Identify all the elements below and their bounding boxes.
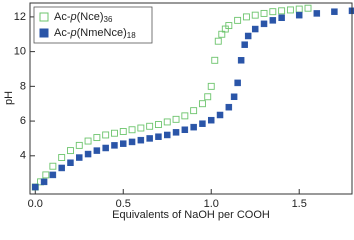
plot-markers bbox=[31, 4, 354, 191]
x-tick-label: 0.5 bbox=[116, 198, 131, 210]
data-point bbox=[111, 142, 118, 149]
data-point bbox=[111, 129, 118, 137]
data-point bbox=[269, 8, 277, 16]
data-point bbox=[313, 10, 321, 17]
x-tick-label: 1.5 bbox=[292, 198, 307, 210]
legend-box bbox=[33, 6, 153, 44]
x-axis-label: Equivalents of NaOH per COOH bbox=[112, 209, 270, 221]
data-point bbox=[137, 124, 145, 132]
data-point bbox=[154, 121, 162, 128]
y-tick-label: 4 bbox=[20, 150, 26, 162]
data-point bbox=[278, 14, 285, 22]
data-point bbox=[120, 140, 127, 147]
data-point bbox=[75, 141, 83, 149]
data-point bbox=[146, 135, 153, 142]
data-point bbox=[221, 25, 229, 33]
x-tick-label: 1.0 bbox=[204, 198, 219, 210]
data-point bbox=[331, 8, 338, 15]
data-point bbox=[218, 30, 226, 38]
legend-label: Ac-p(NmeNce)18 bbox=[54, 27, 136, 40]
data-point bbox=[163, 131, 171, 139]
data-point bbox=[234, 79, 241, 87]
data-point bbox=[295, 11, 303, 19]
data-point bbox=[211, 56, 219, 64]
data-point bbox=[146, 122, 154, 130]
data-point bbox=[251, 11, 259, 19]
data-point bbox=[67, 159, 74, 166]
data-point bbox=[234, 16, 242, 24]
data-point bbox=[40, 178, 48, 186]
data-point bbox=[251, 25, 259, 33]
data-point bbox=[278, 7, 286, 15]
data-point bbox=[93, 147, 101, 154]
data-point bbox=[67, 147, 74, 155]
data-point bbox=[172, 115, 180, 123]
data-point bbox=[216, 111, 224, 119]
data-point bbox=[172, 129, 180, 136]
data-point bbox=[304, 4, 312, 12]
data-point bbox=[119, 128, 127, 135]
data-point bbox=[102, 131, 110, 139]
data-point bbox=[190, 107, 198, 115]
data-point bbox=[207, 116, 215, 124]
data-point bbox=[237, 57, 245, 64]
legend-marker bbox=[39, 28, 49, 38]
data-point bbox=[84, 137, 92, 145]
data-point bbox=[128, 138, 136, 146]
data-point bbox=[58, 154, 66, 161]
data-point bbox=[241, 41, 248, 48]
chart: Equivalents of NaOH per COOH pH 0.0 0.5 1.… bbox=[3, 2, 354, 221]
data-point bbox=[181, 112, 189, 120]
legend-marker bbox=[39, 12, 49, 22]
data-point bbox=[181, 126, 189, 134]
data-point bbox=[199, 120, 206, 127]
y-tick-label: 6 bbox=[20, 115, 26, 127]
y-tick-label: 10 bbox=[14, 46, 26, 58]
data-point bbox=[242, 13, 250, 21]
data-point bbox=[76, 154, 83, 161]
data-point bbox=[137, 136, 145, 144]
data-point bbox=[269, 17, 277, 24]
data-point bbox=[58, 164, 65, 172]
y-axis-label: pH bbox=[3, 91, 15, 105]
plot-frame bbox=[29, 2, 353, 195]
data-point bbox=[128, 126, 136, 134]
data-point bbox=[260, 20, 268, 28]
data-point bbox=[225, 103, 233, 111]
y-tick-label: 12 bbox=[14, 11, 26, 23]
data-point bbox=[190, 123, 197, 131]
x-tick-label: 0.0 bbox=[28, 198, 43, 210]
data-point bbox=[244, 32, 252, 40]
data-point bbox=[295, 5, 303, 13]
data-point bbox=[214, 37, 222, 45]
y-tick-label: 8 bbox=[20, 80, 26, 92]
data-point bbox=[163, 118, 171, 126]
data-point bbox=[155, 133, 162, 140]
data-point bbox=[42, 171, 50, 179]
data-point bbox=[225, 22, 233, 30]
data-point bbox=[84, 150, 92, 158]
data-point bbox=[260, 9, 268, 17]
legend-label: Ac-p(Nce)36 bbox=[54, 11, 113, 24]
data-point bbox=[286, 6, 294, 14]
data-point bbox=[102, 144, 109, 152]
data-point bbox=[49, 162, 57, 170]
data-point bbox=[204, 93, 212, 101]
data-point bbox=[49, 171, 57, 179]
data-point bbox=[207, 82, 215, 90]
data-point bbox=[93, 134, 101, 142]
data-point bbox=[198, 100, 206, 108]
data-point bbox=[230, 93, 238, 101]
data-point bbox=[32, 183, 39, 191]
